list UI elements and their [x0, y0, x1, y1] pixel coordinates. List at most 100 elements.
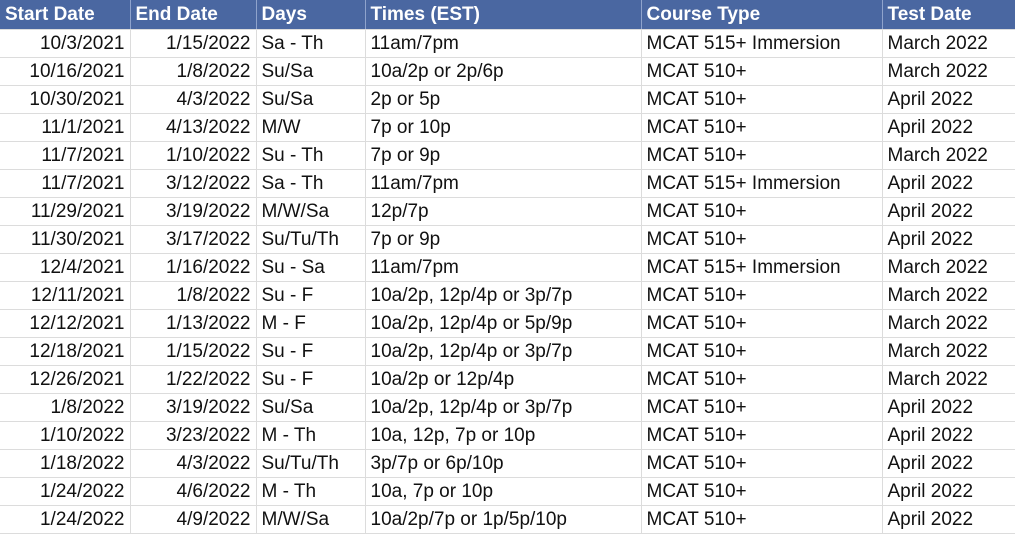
table-row: 11/30/2021 3/17/2022 Su/Tu/Th 7p or 9p MCAT … [0, 225, 1015, 254]
cell-start-date: 1/24/2022 [0, 477, 131, 506]
column-header-end-date: End Date [130, 0, 257, 30]
cell-times: 11am/7pm [365, 253, 642, 282]
table-row: 1/24/2022 4/9/2022 M/W/Sa 10a/2p/7p or 1p/5… [0, 505, 1015, 534]
cell-end-date: 4/3/2022 [130, 85, 257, 114]
cell-days: Su - Th [256, 141, 366, 170]
cell-times: 2p or 5p [365, 85, 642, 114]
table-row: 12/11/2021 1/8/2022 Su - F 10a/2p, 12p/4p o… [0, 281, 1015, 310]
cell-course-type: MCAT 515+ Immersion [641, 29, 883, 58]
table-row: 11/7/2021 1/10/2022 Su - Th 7p or 9p MCAT 51… [0, 141, 1015, 170]
cell-days: Su/Sa [256, 85, 366, 114]
cell-start-date: 12/12/2021 [0, 309, 131, 338]
cell-end-date: 4/3/2022 [130, 449, 257, 478]
cell-start-date: 1/24/2022 [0, 505, 131, 534]
table-row: 12/26/2021 1/22/2022 Su - F 10a/2p or 12p/4… [0, 365, 1015, 394]
cell-test-date: March 2022 [882, 141, 1015, 170]
cell-days: Su - Sa [256, 253, 366, 282]
table-row: 12/4/2021 1/16/2022 Su - Sa 11am/7pm MCAT 51… [0, 253, 1015, 282]
cell-days: Su - F [256, 281, 366, 310]
cell-test-date: April 2022 [882, 505, 1015, 534]
cell-end-date: 3/12/2022 [130, 169, 257, 198]
cell-days: Su/Tu/Th [256, 449, 366, 478]
cell-start-date: 1/18/2022 [0, 449, 131, 478]
cell-times: 11am/7pm [365, 29, 642, 58]
cell-start-date: 12/4/2021 [0, 253, 131, 282]
cell-end-date: 4/13/2022 [130, 113, 257, 142]
cell-times: 10a, 12p, 7p or 10p [365, 421, 642, 450]
cell-start-date: 12/11/2021 [0, 281, 131, 310]
cell-test-date: April 2022 [882, 197, 1015, 226]
cell-times: 10a, 7p or 10p [365, 477, 642, 506]
cell-times: 10a/2p, 12p/4p or 3p/7p [365, 337, 642, 366]
cell-course-type: MCAT 515+ Immersion [641, 169, 883, 198]
cell-course-type: MCAT 510+ [641, 365, 883, 394]
table-row: 12/18/2021 1/15/2022 Su - F 10a/2p, 12p/4p … [0, 337, 1015, 366]
cell-days: M/W/Sa [256, 505, 366, 534]
cell-course-type: MCAT 510+ [641, 281, 883, 310]
cell-test-date: March 2022 [882, 57, 1015, 86]
cell-days: M - F [256, 309, 366, 338]
cell-start-date: 1/8/2022 [0, 393, 131, 422]
cell-times: 10a/2p/7p or 1p/5p/10p [365, 505, 642, 534]
cell-start-date: 11/7/2021 [0, 169, 131, 198]
cell-test-date: March 2022 [882, 281, 1015, 310]
table-row: 10/16/2021 1/8/2022 Su/Sa 10a/2p or 2p/6p MC… [0, 57, 1015, 86]
cell-end-date: 1/15/2022 [130, 29, 257, 58]
cell-start-date: 10/30/2021 [0, 85, 131, 114]
cell-end-date: 1/10/2022 [130, 141, 257, 170]
cell-start-date: 11/30/2021 [0, 225, 131, 254]
cell-course-type: MCAT 510+ [641, 85, 883, 114]
table-row: 10/3/2021 1/15/2022 Sa - Th 11am/7pm MCAT 51… [0, 29, 1015, 58]
cell-test-date: April 2022 [882, 85, 1015, 114]
cell-days: Su - F [256, 337, 366, 366]
cell-days: M - Th [256, 477, 366, 506]
cell-end-date: 1/22/2022 [130, 365, 257, 394]
table-row: 11/29/2021 3/19/2022 M/W/Sa 12p/7p MCAT 510+… [0, 197, 1015, 226]
cell-test-date: April 2022 [882, 169, 1015, 198]
table-row: 1/24/2022 4/6/2022 M - Th 10a, 7p or 10p MCA… [0, 477, 1015, 506]
cell-start-date: 12/18/2021 [0, 337, 131, 366]
cell-start-date: 11/7/2021 [0, 141, 131, 170]
cell-times: 10a/2p or 2p/6p [365, 57, 642, 86]
table-row: 12/12/2021 1/13/2022 M - F 10a/2p, 12p/4p o… [0, 309, 1015, 338]
cell-end-date: 4/6/2022 [130, 477, 257, 506]
cell-course-type: MCAT 510+ [641, 449, 883, 478]
cell-course-type: MCAT 510+ [641, 337, 883, 366]
cell-test-date: March 2022 [882, 337, 1015, 366]
cell-course-type: MCAT 510+ [641, 57, 883, 86]
cell-test-date: April 2022 [882, 421, 1015, 450]
cell-days: M/W/Sa [256, 197, 366, 226]
cell-days: Su/Tu/Th [256, 225, 366, 254]
cell-course-type: MCAT 510+ [641, 113, 883, 142]
cell-test-date: March 2022 [882, 253, 1015, 282]
cell-course-type: MCAT 510+ [641, 393, 883, 422]
table-row: 1/18/2022 4/3/2022 Su/Tu/Th 3p/7p or 6p/10p… [0, 449, 1015, 478]
header-row: Start Date End Date Days Times (EST) Course … [0, 0, 1015, 30]
cell-times: 10a/2p or 12p/4p [365, 365, 642, 394]
cell-end-date: 1/8/2022 [130, 57, 257, 86]
cell-course-type: MCAT 510+ [641, 309, 883, 338]
cell-end-date: 3/19/2022 [130, 393, 257, 422]
cell-times: 12p/7p [365, 197, 642, 226]
cell-days: Su/Sa [256, 57, 366, 86]
cell-times: 7p or 10p [365, 113, 642, 142]
table-row: 1/10/2022 3/23/2022 M - Th 10a, 12p, 7p or … [0, 421, 1015, 450]
cell-start-date: 10/16/2021 [0, 57, 131, 86]
column-header-start-date: Start Date [0, 0, 131, 30]
cell-start-date: 1/10/2022 [0, 421, 131, 450]
cell-end-date: 1/8/2022 [130, 281, 257, 310]
cell-test-date: April 2022 [882, 449, 1015, 478]
cell-end-date: 1/13/2022 [130, 309, 257, 338]
table-row: 11/1/2021 4/13/2022 M/W 7p or 10p MCAT 510+ A… [0, 113, 1015, 142]
table-row: 10/30/2021 4/3/2022 Su/Sa 2p or 5p MCAT 510+… [0, 85, 1015, 114]
cell-end-date: 3/17/2022 [130, 225, 257, 254]
cell-end-date: 1/16/2022 [130, 253, 257, 282]
cell-times: 3p/7p or 6p/10p [365, 449, 642, 478]
cell-days: Sa - Th [256, 29, 366, 58]
table-row: 11/7/2021 3/12/2022 Sa - Th 11am/7pm MCAT 51… [0, 169, 1015, 198]
cell-course-type: MCAT 510+ [641, 421, 883, 450]
cell-days: M/W [256, 113, 366, 142]
cell-course-type: MCAT 510+ [641, 141, 883, 170]
cell-course-type: MCAT 510+ [641, 505, 883, 534]
